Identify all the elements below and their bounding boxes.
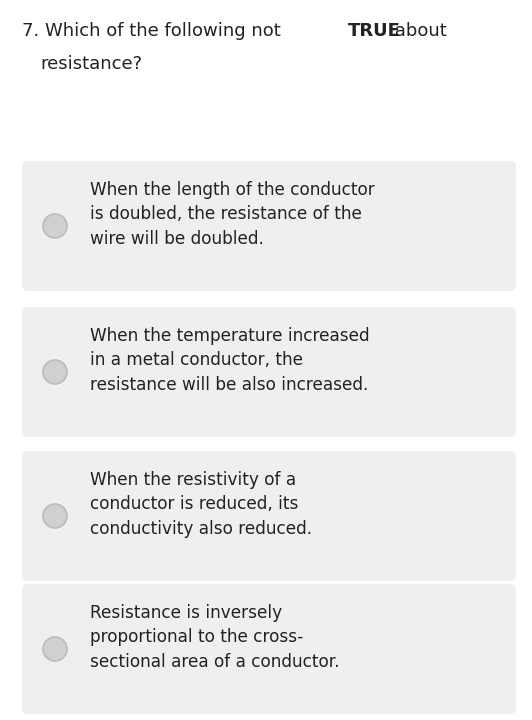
Ellipse shape — [43, 360, 67, 384]
Text: When the length of the conductor
is doubled, the resistance of the
wire will be : When the length of the conductor is doub… — [90, 181, 375, 248]
Ellipse shape — [43, 504, 67, 528]
Text: about: about — [389, 22, 447, 40]
FancyBboxPatch shape — [22, 451, 516, 581]
Ellipse shape — [43, 214, 67, 238]
FancyBboxPatch shape — [22, 307, 516, 437]
Ellipse shape — [43, 637, 67, 661]
Text: resistance?: resistance? — [40, 55, 142, 73]
Text: Resistance is inversely
proportional to the cross-
sectional area of a conductor: Resistance is inversely proportional to … — [90, 604, 339, 670]
FancyBboxPatch shape — [22, 161, 516, 291]
Text: When the temperature increased
in a metal conductor, the
resistance will be also: When the temperature increased in a meta… — [90, 327, 370, 394]
Text: TRUE: TRUE — [348, 22, 401, 40]
Text: When the resistivity of a
conductor is reduced, its
conductivity also reduced.: When the resistivity of a conductor is r… — [90, 471, 312, 538]
Text: 7. Which of the following not: 7. Which of the following not — [22, 22, 287, 40]
FancyBboxPatch shape — [22, 584, 516, 714]
